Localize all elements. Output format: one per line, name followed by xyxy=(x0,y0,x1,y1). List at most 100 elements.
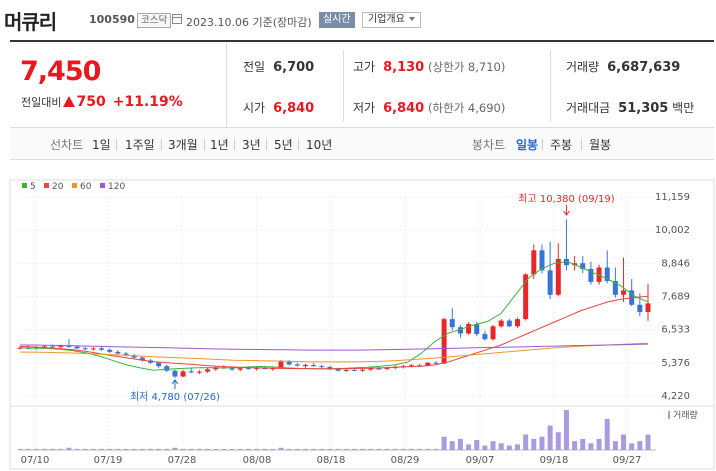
candle-body xyxy=(302,365,308,367)
period-1y[interactable]: 1년 xyxy=(210,138,229,152)
y-tick-label: 6,533 xyxy=(661,325,690,336)
x-tick-label: 09/27 xyxy=(613,455,642,466)
ma-line-ma120 xyxy=(20,343,649,351)
period-3y[interactable]: 3년 xyxy=(242,138,261,152)
candle-monthly[interactable]: 월봉 xyxy=(589,138,612,152)
divider xyxy=(343,50,344,122)
candle-body xyxy=(164,366,170,371)
open-cell: 시가 6,840 xyxy=(243,99,314,116)
volume-bar xyxy=(90,448,96,450)
volume-bar xyxy=(74,448,80,450)
candle-body xyxy=(490,326,496,340)
volume-bar xyxy=(523,434,529,450)
divider xyxy=(542,139,543,150)
volume-bar xyxy=(588,443,594,450)
candle-body xyxy=(156,362,162,367)
volume-bar xyxy=(457,438,463,450)
candle-body xyxy=(270,368,276,370)
candle-body xyxy=(376,368,382,370)
volume-bar xyxy=(327,448,333,450)
x-tick-label: 07/19 xyxy=(94,455,123,466)
candle-weekly[interactable]: 주봉 xyxy=(550,138,573,152)
volume-bar xyxy=(637,441,643,450)
volume-bar xyxy=(302,448,308,450)
volume-bar xyxy=(539,436,545,450)
candle-body xyxy=(229,368,235,370)
legend-label: 120 xyxy=(108,182,125,192)
divider xyxy=(116,139,117,150)
volume-bar xyxy=(596,438,602,450)
period-1w[interactable]: 1주일 xyxy=(125,138,155,152)
up-triangle-icon xyxy=(63,96,76,107)
stock-code: 100590 xyxy=(89,13,135,26)
candle-daily[interactable]: 일봉 xyxy=(516,138,539,152)
volume-bar xyxy=(506,445,512,450)
market-badge: 코스닥 xyxy=(137,13,172,28)
volume-bar xyxy=(376,448,382,450)
y-tick-label: 4,220 xyxy=(661,391,690,402)
volume-bar xyxy=(58,448,64,450)
candle-body xyxy=(531,250,537,275)
candle-body xyxy=(539,250,545,271)
volume-bar xyxy=(99,448,105,450)
divider xyxy=(581,139,582,150)
candle-body xyxy=(205,369,211,372)
volume-bar xyxy=(360,448,366,450)
candle-body xyxy=(254,367,260,369)
candle-body xyxy=(107,349,113,352)
candle-body xyxy=(335,369,341,371)
candle-body xyxy=(523,274,529,320)
candle-body xyxy=(188,371,194,373)
period-3m[interactable]: 3개월 xyxy=(168,138,198,152)
volume-bar xyxy=(139,448,145,450)
price-change: 전일대비 750 +11.19% xyxy=(21,94,183,110)
volume-bar xyxy=(629,443,635,450)
candle-body xyxy=(50,346,56,348)
candle-body xyxy=(441,319,447,364)
period-1d[interactable]: 1일 xyxy=(92,138,111,152)
volume-bar xyxy=(555,432,561,450)
volume-bar xyxy=(107,448,113,450)
legend-swatch xyxy=(100,183,105,188)
candle-body xyxy=(196,371,202,373)
prev-label: 전일대비 xyxy=(21,96,62,109)
period-5y[interactable]: 5년 xyxy=(274,138,293,152)
volume-bar xyxy=(196,448,202,450)
volume-bar xyxy=(188,448,194,450)
volume-bar xyxy=(604,418,610,450)
volume-bar xyxy=(335,448,341,450)
corp-info-dropdown[interactable]: 기업개요 xyxy=(362,12,421,28)
low-cell: 저가 6,840 (하한가 4,690) xyxy=(353,99,505,116)
volume-bar xyxy=(147,448,153,450)
upper-limit: (상한가 8,710) xyxy=(428,60,506,74)
candle-body xyxy=(213,367,219,370)
candle-body xyxy=(180,371,186,377)
low-value: 6,840 xyxy=(383,101,425,116)
volume-bar xyxy=(25,448,31,450)
volume-bar xyxy=(123,448,129,450)
candle-body xyxy=(466,324,472,334)
chart-frame xyxy=(9,179,715,470)
volume-bar xyxy=(400,448,406,450)
candle-body xyxy=(449,319,455,328)
current-price: 7,450 xyxy=(20,56,101,87)
candle-body xyxy=(621,290,627,295)
min-arrow-head-icon xyxy=(171,379,179,385)
volume-bar xyxy=(645,434,651,450)
volume-bar xyxy=(164,448,170,450)
candle-body xyxy=(360,369,366,371)
candle-body xyxy=(172,370,178,377)
change-amount: 750 xyxy=(76,94,106,110)
candle-body xyxy=(286,361,292,365)
volume-bar xyxy=(245,448,251,450)
period-10y[interactable]: 10년 xyxy=(306,138,333,152)
volume-label: 거래량 xyxy=(673,409,698,421)
live-button[interactable]: 실시간 xyxy=(319,12,355,28)
volume-bar xyxy=(82,448,88,450)
x-tick-label: 09/07 xyxy=(466,455,495,466)
divider xyxy=(266,139,267,150)
volume-bar xyxy=(408,448,414,450)
x-tick-label: 08/18 xyxy=(317,455,346,466)
price-block: 7,450 전일대비 750 +11.19% xyxy=(10,42,227,128)
